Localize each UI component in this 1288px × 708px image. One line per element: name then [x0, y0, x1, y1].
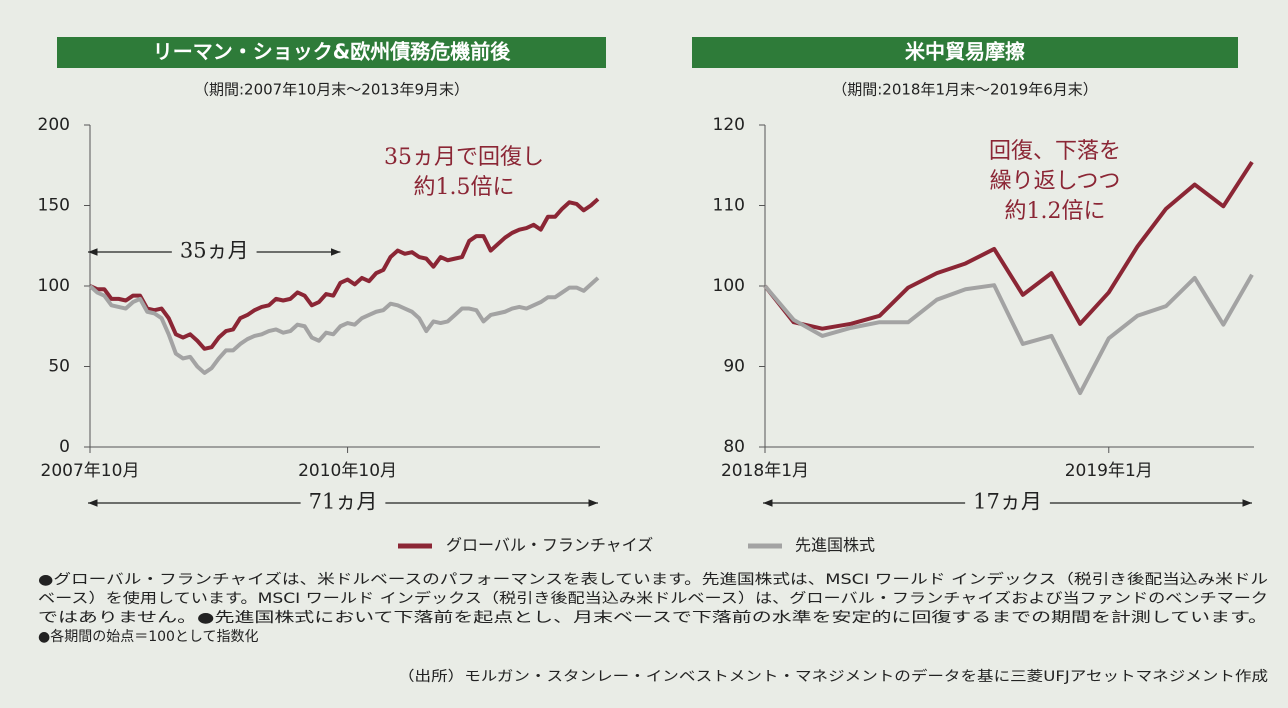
y-tick-label: 100 — [713, 276, 745, 296]
y-tick-label: 0 — [59, 437, 70, 457]
y-tick-label: 80 — [723, 437, 745, 457]
series-line — [763, 273, 1254, 396]
x-tick-label: 2018年1月 — [721, 461, 809, 481]
chart-subtitle: （期間:2018年1月末～2019年6月末） — [832, 81, 1098, 99]
span-label-bg — [171, 238, 257, 266]
annotation: 回復、下落を — [989, 139, 1121, 164]
annotation: 約1.5倍に — [414, 175, 515, 200]
chart-title: 米中貿易摩擦 — [905, 40, 1025, 64]
title-bar — [57, 37, 606, 68]
note-line: ●各期間の始点＝100として指数化 — [38, 629, 259, 645]
span-label-bg — [300, 489, 386, 517]
source: （出所）モルガン・スタンレー・インベストメント・マネジメントのデータを基に三菱U… — [398, 668, 1268, 685]
y-tick-label: 50 — [48, 357, 70, 377]
x-tick-label: 2019年1月 — [1065, 461, 1153, 481]
note-line: ではありません。●先進国株式において下落前を起点とし、月末ベースで下落前の水準を… — [38, 609, 1268, 626]
annotation: 繰り返しつつ — [990, 169, 1121, 194]
note-line: ベース）を使用しています。MSCI ワールド インデックス（税引き後配当込み米ド… — [38, 590, 1268, 607]
y-tick-label: 150 — [38, 196, 70, 216]
span-label: 35ヵ月 — [180, 239, 249, 263]
annotation: 35ヵ月で回復し — [384, 145, 544, 170]
note-line: ●グローバル・フランチャイズは、米ドルベースのパフォーマンスを表しています。先進… — [38, 571, 1268, 588]
annotation: 約1.2倍に — [1005, 199, 1106, 224]
y-tick-label: 90 — [723, 357, 745, 377]
span-label: 71ヵ月 — [309, 490, 378, 514]
y-tick-label: 200 — [38, 115, 70, 135]
legend-label: 先進国株式 — [795, 536, 875, 555]
chart-title: リーマン・ショック&欧州債務危機前後 — [153, 40, 511, 64]
span-label-bg — [965, 489, 1050, 517]
series-line — [88, 276, 600, 375]
y-tick-label: 100 — [38, 276, 70, 296]
chart-subtitle: （期間:2007年10月末～2013年9月末） — [194, 81, 469, 99]
series-line — [89, 197, 600, 351]
y-tick-label: 110 — [713, 196, 745, 216]
x-tick-label: 2007年10月 — [41, 461, 140, 481]
series-line — [763, 160, 1254, 331]
legend-label: グローバル・フランチャイズ — [446, 536, 653, 555]
y-tick-label: 120 — [713, 115, 745, 135]
x-tick-label: 2010年10月 — [298, 461, 397, 481]
span-label: 17ヵ月 — [973, 490, 1042, 514]
title-bar — [692, 37, 1238, 68]
